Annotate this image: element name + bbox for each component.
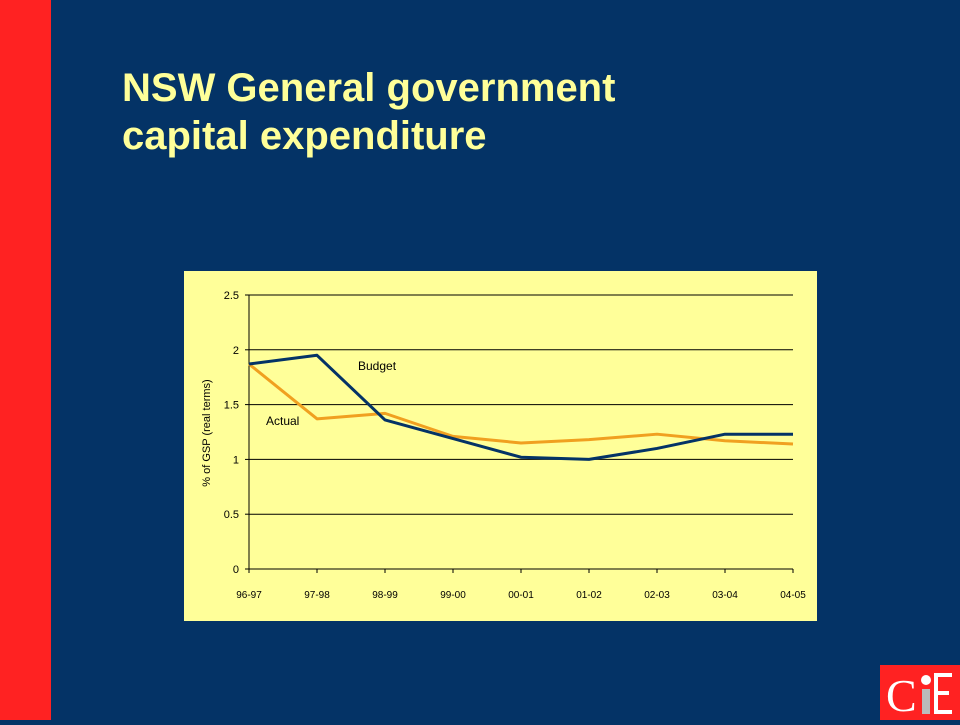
x-tick-label: 00-01: [508, 590, 534, 601]
budget-series-label: Budget: [358, 359, 397, 373]
x-tick-label: 98-99: [372, 590, 398, 601]
y-tick-label: 1: [233, 454, 239, 466]
cie-logo: C: [880, 665, 960, 721]
cie-logo-mark: C: [886, 670, 952, 721]
y-axis-label: % of GSP (real terms): [201, 379, 213, 486]
y-tick-label: 2: [233, 345, 239, 357]
x-tick-label: 04-05: [780, 590, 806, 601]
x-tick-label: 97-98: [304, 590, 330, 601]
budget-series-line: [248, 353, 793, 461]
slide-title-line2: capital expenditure: [122, 114, 487, 158]
x-tick-label: 01-02: [576, 590, 602, 601]
line-chart: 0 0.5 1 1.5 2 2.5 96-97 97-98 98-99 99-00 00-01 01-…: [201, 290, 806, 601]
red-accent-bar: [0, 0, 51, 720]
slide-title-line1: NSW General government: [122, 66, 616, 110]
x-tick-label: 03-04: [712, 590, 738, 601]
actual-series-label: Actual: [266, 414, 299, 428]
y-tick-label: 0: [233, 564, 239, 576]
x-tick-label: 02-03: [644, 590, 670, 601]
svg-text:C: C: [886, 670, 917, 720]
x-tick-label: 96-97: [236, 590, 262, 601]
chart-panel: 0 0.5 1 1.5 2 2.5 96-97 97-98 98-99 99-00 00-01 01-…: [184, 271, 817, 621]
y-tick-label: 0.5: [224, 509, 239, 521]
slide-title: NSW General government capital expenditu…: [122, 64, 882, 160]
y-tick-label: 2.5: [224, 290, 239, 302]
y-tick-label: 1.5: [224, 400, 239, 412]
actual-series-line: [248, 362, 794, 446]
x-tick-label: 99-00: [440, 590, 466, 601]
